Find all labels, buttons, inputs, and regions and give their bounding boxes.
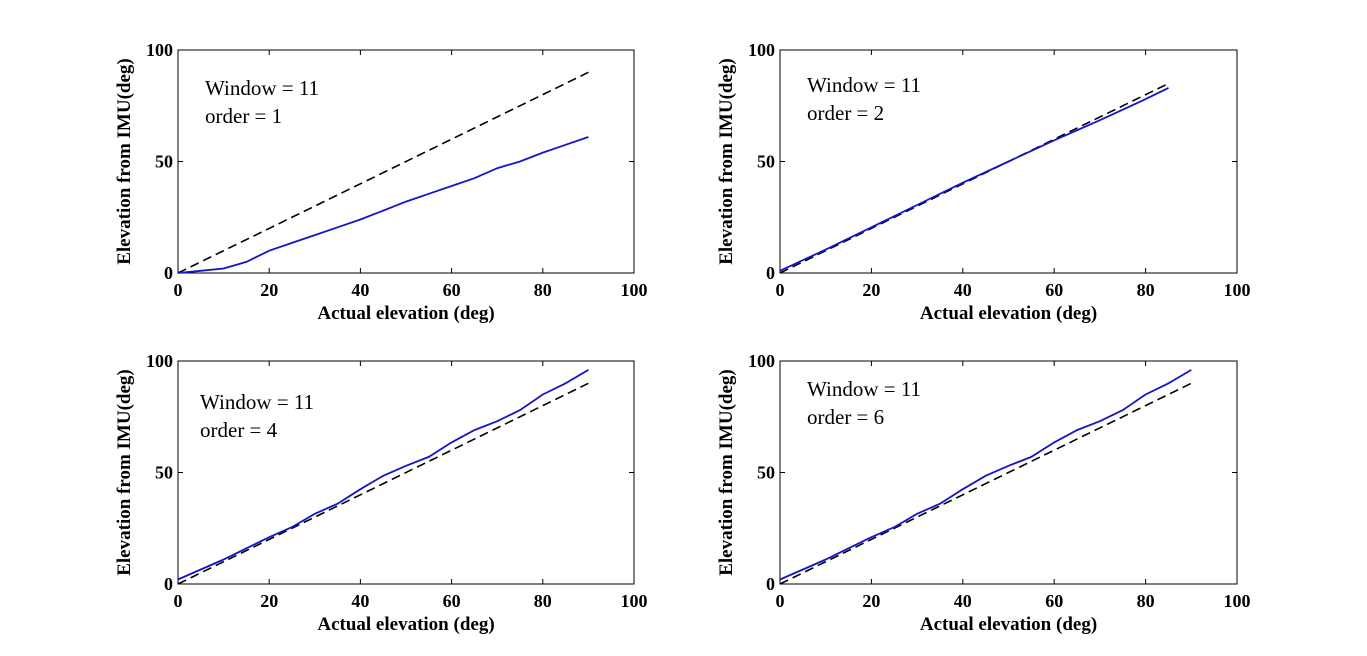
x-tick-label: 100	[621, 591, 648, 611]
series-line-actual	[779, 382, 1192, 585]
y-tick-label: 100	[146, 40, 173, 60]
x-tick-label: 80	[1137, 591, 1155, 611]
series-line-imu	[177, 136, 589, 274]
x-tick-label: 0	[776, 280, 785, 300]
subplot-4: 0 20 40 60 80 100 0 50 100 Actual elevation (deg)…	[716, 351, 1251, 635]
x-tick-label: 40	[954, 280, 972, 300]
x-tick-label: 20	[862, 591, 880, 611]
x-tick-label: 60	[1045, 591, 1063, 611]
series-line-imu	[177, 369, 589, 581]
y-axis-label: Elevation from IMU(deg)	[114, 369, 135, 576]
x-tick-label: 40	[351, 280, 369, 300]
y-tick-label: 50	[757, 152, 775, 172]
x-tick-label: 40	[351, 591, 369, 611]
x-axis-label: Actual elevation (deg)	[920, 614, 1097, 635]
subplot-1: 0 20 40 60 80 100 0 50 100 Actual elevation (deg)…	[114, 40, 648, 324]
x-tick-label: 60	[443, 280, 461, 300]
annotation-line: Window = 11	[205, 76, 319, 100]
annotation-line: Window = 11	[200, 390, 314, 414]
x-tick-label: 40	[954, 591, 972, 611]
y-tick-label: 50	[155, 152, 173, 172]
series-line-actual	[177, 71, 589, 274]
x-tick-label: 0	[174, 280, 183, 300]
x-tick-label: 100	[1224, 280, 1251, 300]
y-axis-label: Elevation from IMU(deg)	[716, 58, 737, 265]
y-tick-label: 50	[757, 463, 775, 483]
x-tick-label: 20	[260, 280, 278, 300]
x-tick-label: 20	[260, 591, 278, 611]
x-tick-label: 20	[862, 280, 880, 300]
y-tick-label: 50	[155, 463, 173, 483]
y-tick-label: 100	[748, 40, 775, 60]
annotation-line: order = 1	[205, 104, 282, 128]
series-line-imu	[779, 87, 1169, 272]
x-tick-label: 100	[1224, 591, 1251, 611]
x-tick-label: 100	[621, 280, 648, 300]
x-axis-label: Actual elevation (deg)	[317, 614, 494, 635]
series-line-actual	[177, 382, 589, 585]
y-tick-label: 0	[164, 263, 173, 283]
y-tick-label: 0	[164, 574, 173, 594]
y-axis-label: Elevation from IMU(deg)	[114, 58, 135, 265]
x-tick-label: 80	[1137, 280, 1155, 300]
y-tick-label: 0	[766, 263, 775, 283]
x-tick-label: 0	[174, 591, 183, 611]
x-tick-label: 80	[534, 591, 552, 611]
annotation-line: order = 2	[807, 101, 884, 125]
annotation-line: Window = 11	[807, 73, 921, 97]
subplot-3: 0 20 40 60 80 100 0 50 100 Actual elevation (deg)…	[114, 351, 648, 635]
series-line-imu	[779, 369, 1192, 581]
annotation-line: order = 6	[807, 405, 884, 429]
x-axis-label: Actual elevation (deg)	[317, 303, 494, 324]
x-tick-label: 60	[1045, 280, 1063, 300]
x-axis-label: Actual elevation (deg)	[920, 303, 1097, 324]
annotation-line: Window = 11	[807, 377, 921, 401]
x-tick-label: 60	[443, 591, 461, 611]
y-tick-label: 100	[748, 351, 775, 371]
y-tick-label: 100	[146, 351, 173, 371]
y-tick-label: 0	[766, 574, 775, 594]
x-tick-label: 0	[776, 591, 785, 611]
subplot-2: 0 20 40 60 80 100 0 50 100 Actual elevation (deg)…	[716, 40, 1251, 324]
x-tick-label: 80	[534, 280, 552, 300]
y-axis-label: Elevation from IMU(deg)	[716, 369, 737, 576]
annotation-line: order = 4	[200, 418, 278, 442]
